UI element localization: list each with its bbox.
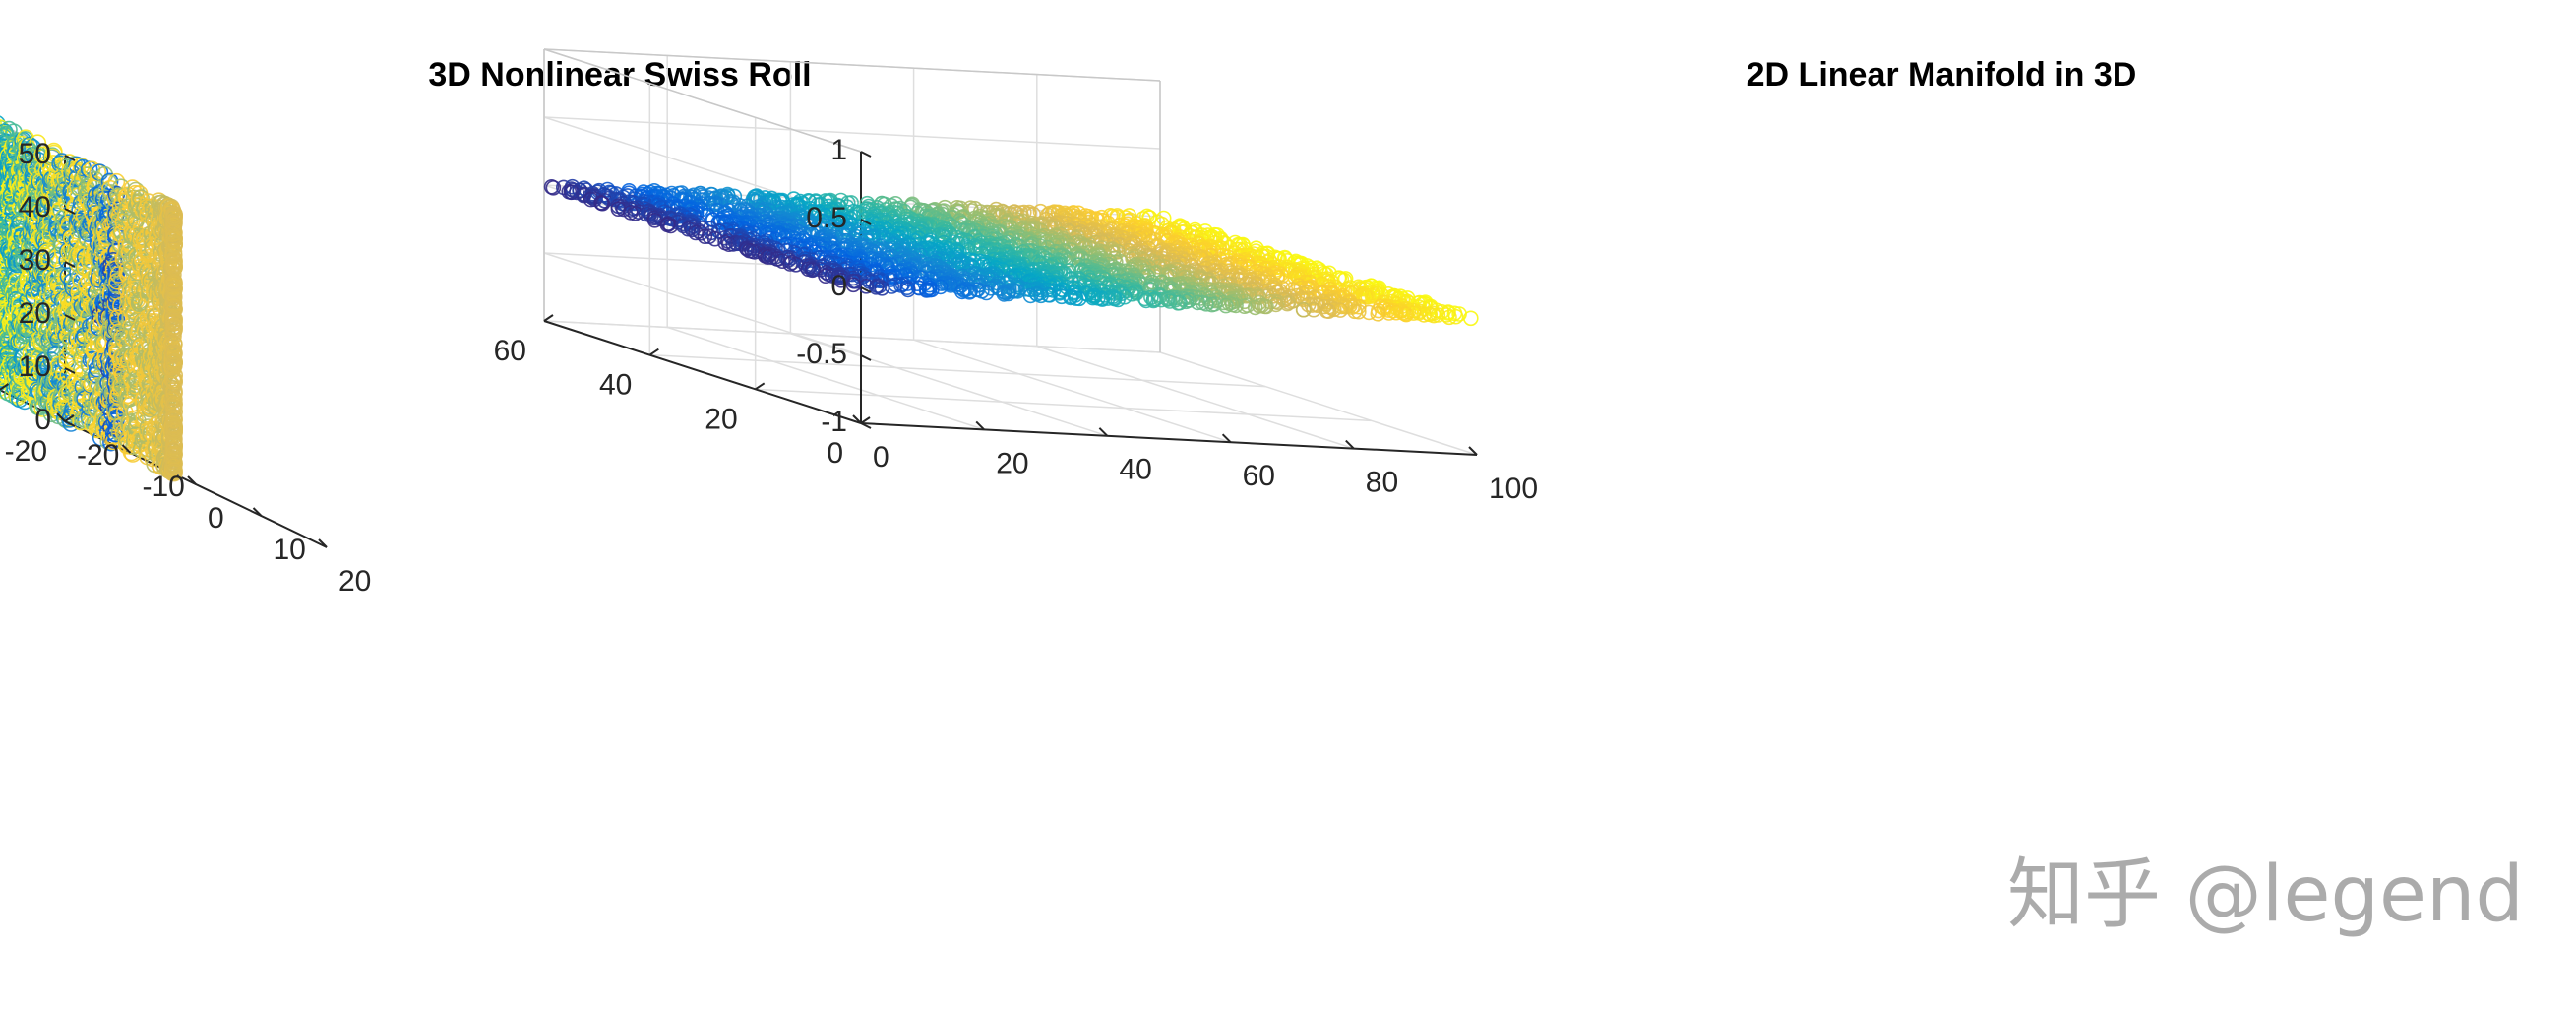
- data-point: [165, 229, 183, 248]
- y-tick-label: -20: [5, 435, 47, 468]
- data-point: [165, 454, 183, 473]
- data-point: [0, 124, 4, 140]
- data-point: [555, 179, 572, 196]
- x-tick: [252, 507, 263, 517]
- z-tick: [64, 420, 76, 427]
- data-point: [165, 345, 183, 362]
- data-point: [165, 430, 183, 448]
- data-point: [0, 347, 8, 364]
- gridline: [543, 116, 1161, 150]
- data-point: [545, 180, 562, 196]
- x-tick: [56, 412, 66, 422]
- data-point: [165, 419, 183, 437]
- gridline: [1159, 351, 1478, 456]
- data-point: [165, 235, 183, 254]
- data-point: [165, 352, 183, 371]
- x-axis: [860, 422, 1478, 456]
- gridline: [649, 353, 1266, 388]
- z-tick: [64, 261, 76, 268]
- data-point: [0, 208, 9, 226]
- z-tick-label: 30: [19, 244, 51, 277]
- x-tick: [318, 538, 328, 548]
- data-point: [72, 158, 91, 175]
- data-point: [29, 134, 47, 152]
- z-tick: [64, 155, 76, 161]
- data-point: [165, 395, 183, 413]
- data-point: [165, 300, 183, 318]
- x-tick-label: 10: [274, 534, 306, 566]
- z-tick-label: 40: [19, 191, 51, 223]
- y-axis: [0, 389, 66, 422]
- x-tick-label: -10: [143, 471, 185, 503]
- box-edge: [543, 48, 862, 153]
- data-point: [697, 228, 713, 244]
- x-tick-label: 0: [208, 502, 224, 535]
- gridline: [543, 252, 862, 356]
- z-tick: [64, 367, 76, 374]
- data-point: [693, 224, 709, 241]
- data-point: [165, 320, 183, 339]
- data-point: [165, 373, 183, 392]
- x-tick-label: -20: [77, 439, 119, 472]
- data-point: [165, 390, 183, 409]
- y-tick: [64, 414, 75, 422]
- box-edge: [543, 48, 1161, 82]
- gridline: [913, 339, 1231, 443]
- data-point: [107, 172, 126, 191]
- x-tick: [187, 475, 197, 485]
- chart-title-swiss-roll: 3D Nonlinear Swiss Roll: [428, 56, 811, 94]
- data-point: [59, 267, 78, 285]
- data-point: [165, 206, 183, 224]
- data-point: [165, 423, 183, 442]
- data-point: [165, 437, 183, 456]
- z-tick-label: 10: [19, 350, 51, 383]
- gridline: [755, 388, 1372, 422]
- data-point: [165, 366, 183, 385]
- data-point: [165, 384, 183, 403]
- data-point: [40, 250, 58, 269]
- x-tick-label: 20: [338, 565, 371, 598]
- gridline: [790, 333, 1108, 437]
- x-tick: [121, 444, 132, 454]
- data-point: [594, 195, 611, 212]
- data-point: [165, 279, 183, 297]
- gridline: [666, 326, 985, 431]
- z-tick: [64, 208, 76, 215]
- data-point: [165, 288, 183, 306]
- data-point: [34, 265, 52, 284]
- z-tick-label: 50: [19, 138, 51, 170]
- data-point: [684, 221, 701, 238]
- y-axis: [543, 320, 862, 424]
- data-point: [165, 445, 183, 463]
- data-point: [675, 218, 692, 234]
- z-tick-label: 0: [34, 404, 51, 436]
- data-point: [0, 377, 2, 388]
- gridline: [543, 320, 1161, 353]
- z-tick-label: 20: [19, 297, 51, 330]
- z-tick: [64, 314, 76, 321]
- data-point: [0, 275, 8, 292]
- data-point: [576, 187, 592, 204]
- data-point: [0, 118, 2, 130]
- data-point: [165, 310, 183, 328]
- gridline: [1036, 345, 1355, 450]
- y-tick: [0, 383, 10, 391]
- data-point: [165, 464, 183, 482]
- data-point: [165, 258, 183, 277]
